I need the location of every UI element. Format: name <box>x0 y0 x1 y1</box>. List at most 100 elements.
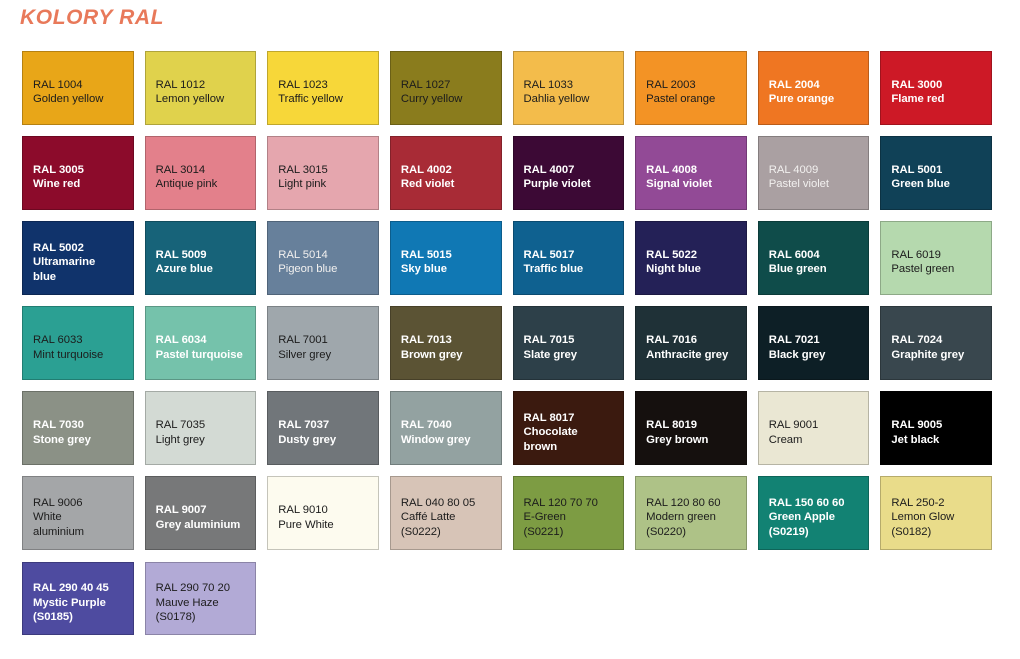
page-title: KOLORY RAL <box>20 6 165 29</box>
swatch-name: Green blue <box>891 178 950 191</box>
color-swatch[interactable]: RAL 120 80 60 Modern green (S0220) <box>635 476 747 550</box>
swatch-name: Slate grey <box>523 348 578 361</box>
swatch-code: RAL 5022 <box>646 248 698 261</box>
color-swatch[interactable]: RAL 8019 Grey brown <box>635 391 747 465</box>
swatch-code: RAL 250-2 <box>891 496 945 509</box>
color-swatch[interactable]: RAL 7016 Anthracite grey <box>635 306 747 380</box>
color-swatch[interactable]: RAL 6004 Blue green <box>757 221 870 295</box>
color-swatch[interactable]: RAL 7040 Window grey <box>389 391 502 465</box>
color-swatch[interactable]: RAL 120 70 70 E-Green (S0221) <box>512 476 625 550</box>
color-swatch[interactable]: RAL 7015 Slate grey <box>512 306 625 380</box>
swatch-name: Traffic blue <box>523 263 584 276</box>
swatch-code: RAL 7040 <box>400 419 452 432</box>
color-swatch[interactable]: RAL 4002 Red violet <box>389 136 502 210</box>
color-swatch[interactable]: RAL 7013 Brown grey <box>389 306 502 380</box>
swatch-code: RAL 9005 <box>891 419 943 432</box>
swatch-code: RAL 7030 <box>33 419 84 432</box>
color-swatch[interactable]: RAL 6033 Mint turquoise <box>22 306 134 380</box>
swatch-name: E-Green (S0221) <box>523 511 566 539</box>
swatch-code: RAL 5014 <box>278 248 328 261</box>
swatch-name: Pure orange <box>768 93 835 106</box>
color-swatch[interactable]: RAL 9001 Cream <box>757 391 870 465</box>
swatch-code: RAL 6004 <box>768 248 820 261</box>
swatch-code: RAL 7037 <box>278 419 330 432</box>
swatch-code: RAL 5002 <box>33 241 84 254</box>
swatch-row: RAL 7030 Stone grey RAL 7035 Light grey RAL … <box>22 391 992 465</box>
swatch-code: RAL 5017 <box>523 248 575 261</box>
color-swatch[interactable]: RAL 9010 Pure White <box>267 476 379 550</box>
swatch-name: Antique pink <box>155 178 218 191</box>
swatch-code: RAL 7015 <box>523 333 575 346</box>
color-swatch[interactable]: RAL 150 60 60 Green Apple (S0219) <box>757 476 870 550</box>
color-swatch[interactable]: RAL 6034 Pastel turquoise <box>144 306 257 380</box>
swatch-code: RAL 290 70 20 <box>155 581 230 594</box>
color-swatch[interactable]: RAL 5015 Sky blue <box>389 221 502 295</box>
swatch-code: RAL 4009 <box>768 163 819 176</box>
color-swatch[interactable]: RAL 8017 Chocolate brown <box>512 391 625 465</box>
swatch-name: Silver grey <box>278 348 332 361</box>
swatch-name: Azure blue <box>155 263 213 276</box>
color-swatch[interactable]: RAL 3015 Light pink <box>267 136 379 210</box>
color-swatch[interactable]: RAL 290 40 45 Mystic Purple (S0185) <box>22 561 134 636</box>
color-swatch[interactable]: RAL 4008 Signal violet <box>635 136 747 210</box>
swatch-name: Sky blue <box>400 263 447 276</box>
color-swatch[interactable]: RAL 4009 Pastel violet <box>757 136 870 210</box>
swatch-name: Anthracite grey <box>646 348 729 361</box>
color-swatch[interactable]: RAL 1023 Traffic yellow <box>267 51 379 125</box>
color-swatch[interactable]: RAL 9007 Grey aluminium <box>144 476 257 550</box>
swatch-name: Grey aluminium <box>155 518 241 531</box>
color-swatch[interactable]: RAL 7001 Silver grey <box>267 306 379 380</box>
swatch-name: Window grey <box>400 433 471 446</box>
color-swatch[interactable]: RAL 6019 Pastel green <box>880 221 992 295</box>
color-swatch[interactable]: RAL 040 80 05 Caffé Latte (S0222) <box>389 476 502 550</box>
color-swatch[interactable]: RAL 5022 Night blue <box>635 221 747 295</box>
color-swatch[interactable]: RAL 7030 Stone grey <box>22 391 134 465</box>
swatch-name: Stone grey <box>33 433 91 446</box>
color-swatch[interactable]: RAL 5009 Azure blue <box>144 221 257 295</box>
swatch-code: RAL 2004 <box>768 78 820 91</box>
swatch-code: RAL 1027 <box>400 78 451 91</box>
swatch-row: RAL 6033 Mint turquoise RAL 6034 Pastel tur… <box>22 306 992 380</box>
swatch-row: RAL 1004 Golden yellow RAL 1012 Lemon yello… <box>22 51 992 125</box>
color-swatch[interactable]: RAL 3005 Wine red <box>22 136 134 210</box>
color-swatch[interactable]: RAL 5002 Ultramarine blue <box>22 221 134 295</box>
color-swatch[interactable]: RAL 250-2 Lemon Glow (S0182) <box>880 476 992 550</box>
color-swatch[interactable]: RAL 7021 Black grey <box>757 306 870 380</box>
swatch-name: Jet black <box>891 433 940 446</box>
swatch-name: Dahlia yellow <box>523 93 590 106</box>
swatch-code: RAL 9007 <box>155 504 207 517</box>
swatch-name: Mystic Purple (S0185) <box>33 596 106 624</box>
color-swatch[interactable]: RAL 1004 Golden yellow <box>22 51 134 125</box>
swatch-code: RAL 5015 <box>400 248 452 261</box>
swatch-code: RAL 9010 <box>278 504 328 517</box>
swatch-code: RAL 3015 <box>278 163 328 176</box>
color-swatch[interactable]: RAL 7037 Dusty grey <box>267 391 379 465</box>
swatch-grid: RAL 1004 Golden yellow RAL 1012 Lemon yello… <box>22 51 992 647</box>
color-swatch[interactable]: RAL 4007 Purple violet <box>512 136 625 210</box>
color-swatch[interactable]: RAL 290 70 20 Mauve Haze (S0178) <box>144 561 257 636</box>
color-swatch[interactable]: RAL 3000 Flame red <box>880 51 992 125</box>
color-swatch[interactable]: RAL 7024 Graphite grey <box>880 306 992 380</box>
color-swatch[interactable]: RAL 9005 Jet black <box>880 391 992 465</box>
color-swatch[interactable]: RAL 9006 White aluminium <box>22 476 134 550</box>
color-swatch[interactable]: RAL 2004 Pure orange <box>757 51 870 125</box>
swatch-code: RAL 7013 <box>400 333 452 346</box>
color-swatch[interactable]: RAL 7035 Light grey <box>144 391 257 465</box>
color-swatch[interactable]: RAL 2003 Pastel orange <box>635 51 747 125</box>
color-swatch[interactable]: RAL 5001 Green blue <box>880 136 992 210</box>
color-swatch[interactable]: RAL 1012 Lemon yellow <box>144 51 257 125</box>
swatch-name: Pastel orange <box>646 93 716 106</box>
swatch-code: RAL 2003 <box>646 78 696 91</box>
color-swatch[interactable]: RAL 1033 Dahlia yellow <box>512 51 625 125</box>
swatch-code: RAL 9006 <box>33 496 83 509</box>
swatch-name: Golden yellow <box>33 93 104 106</box>
swatch-row: RAL 290 40 45 Mystic Purple (S0185) RAL 29… <box>22 561 992 636</box>
color-swatch[interactable]: RAL 5017 Traffic blue <box>512 221 625 295</box>
swatch-code: RAL 7001 <box>278 333 328 346</box>
color-swatch[interactable]: RAL 1027 Curry yellow <box>389 51 502 125</box>
swatch-name: Red violet <box>400 178 455 191</box>
swatch-row: RAL 5002 Ultramarine blue RAL 5009 Azure bl… <box>22 221 992 295</box>
color-swatch[interactable]: RAL 5014 Pigeon blue <box>267 221 379 295</box>
color-swatch[interactable]: RAL 3014 Antique pink <box>144 136 257 210</box>
